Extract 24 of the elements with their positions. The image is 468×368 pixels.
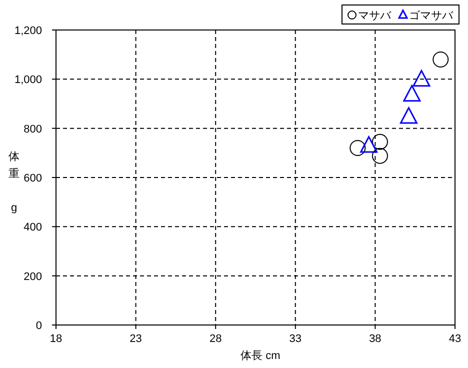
point — [400, 107, 418, 124]
point — [372, 148, 388, 164]
y-tick-label: 1,200 — [14, 25, 42, 37]
y-tick-label: 400 — [24, 222, 42, 234]
x-tick-label: 23 — [130, 333, 142, 345]
x-tick-label: 28 — [209, 333, 222, 345]
y-tick-label: 600 — [24, 172, 42, 184]
point — [360, 136, 378, 153]
point — [350, 140, 366, 156]
legend-label: マサバ — [358, 10, 392, 22]
point — [412, 70, 430, 87]
legend-label: ゴマサバ — [409, 10, 454, 22]
x-axis-title: 体長 cm — [240, 350, 280, 362]
point — [372, 134, 388, 150]
y-tick-label: 200 — [24, 270, 42, 283]
x-tick-label: 33 — [289, 333, 302, 345]
x-tick-label: 18 — [50, 333, 62, 345]
x-tick-label: 38 — [369, 333, 382, 345]
y-tick-label: 800 — [24, 123, 42, 136]
point — [403, 84, 421, 102]
y-tick-label: 0 — [36, 320, 42, 332]
y-tick-label: 1,000 — [14, 74, 42, 86]
x-tick-label: 43 — [448, 333, 462, 345]
text: 体重 g — [8, 151, 20, 214]
